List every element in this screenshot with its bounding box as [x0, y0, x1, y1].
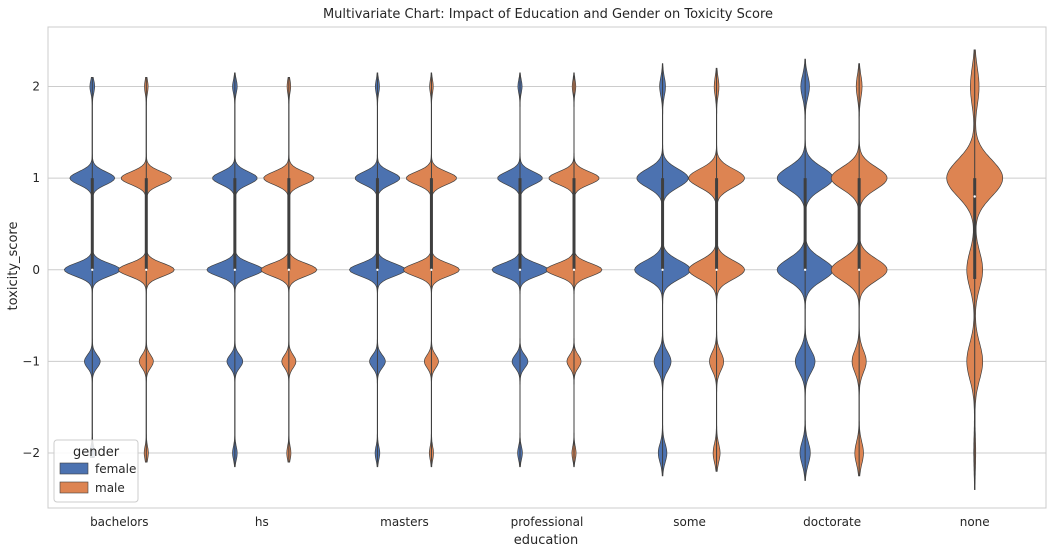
violin-iqr-box — [857, 178, 861, 270]
y-tick-label: 2 — [32, 80, 40, 94]
violin-median — [145, 268, 148, 271]
legend-title: gender — [73, 445, 120, 460]
legend-label-male: male — [95, 481, 125, 495]
violin-median — [572, 268, 576, 271]
violin-median — [973, 195, 976, 198]
x-tick-label: doctorate — [803, 515, 861, 529]
y-axis-label: toxicity_score — [6, 222, 21, 311]
x-tick-label: professional — [511, 515, 584, 529]
y-tick-labels: 2 1 0 −1 −2 — [22, 80, 40, 460]
violin-median — [287, 268, 291, 271]
violin-iqr-box — [973, 178, 977, 279]
violin-median — [661, 268, 664, 271]
violin-median — [803, 268, 807, 271]
legend-swatch-male — [59, 481, 89, 494]
violin-iqr-box — [287, 178, 291, 270]
violin-median — [518, 268, 522, 271]
legend: gender female male — [53, 439, 139, 503]
violin-iqr-box — [715, 178, 719, 270]
violin-iqr-box — [661, 178, 665, 270]
x-axis-label: education — [514, 533, 579, 548]
x-tick-label: hs — [255, 515, 269, 529]
y-tick-label: 0 — [32, 263, 40, 277]
x-tick-label: bachelors — [90, 515, 148, 529]
violin-iqr-box — [518, 178, 522, 270]
violins — [63, 49, 1004, 491]
violin-iqr-box — [90, 178, 94, 270]
x-tick-label: some — [673, 515, 706, 529]
violin-iqr-box — [375, 178, 379, 270]
violin-median — [376, 268, 379, 271]
x-tick-labels: bachelors hs masters professional some doctor… — [90, 515, 990, 529]
plot-frame — [47, 26, 1047, 509]
violin-median — [430, 268, 433, 271]
violin-median — [857, 268, 861, 271]
y-tick-label: −1 — [22, 354, 40, 368]
x-tick-label: masters — [380, 515, 429, 529]
legend-swatch-female — [59, 462, 89, 475]
y-tick-label: −2 — [22, 446, 40, 460]
violin-iqr-box — [233, 178, 237, 270]
x-tick-label: none — [960, 515, 990, 529]
violin-median — [233, 268, 237, 271]
violin-iqr-box — [429, 178, 433, 270]
y-tick-label: 1 — [32, 171, 40, 185]
violin-iqr-box — [803, 178, 807, 270]
violin-iqr-box — [144, 178, 148, 270]
chart-title: Multivariate Chart: Impact of Education … — [323, 7, 773, 22]
legend-label-female: female — [95, 462, 136, 476]
violin-median — [91, 268, 94, 271]
violin-median — [715, 268, 718, 271]
violin-iqr-box — [572, 178, 576, 270]
